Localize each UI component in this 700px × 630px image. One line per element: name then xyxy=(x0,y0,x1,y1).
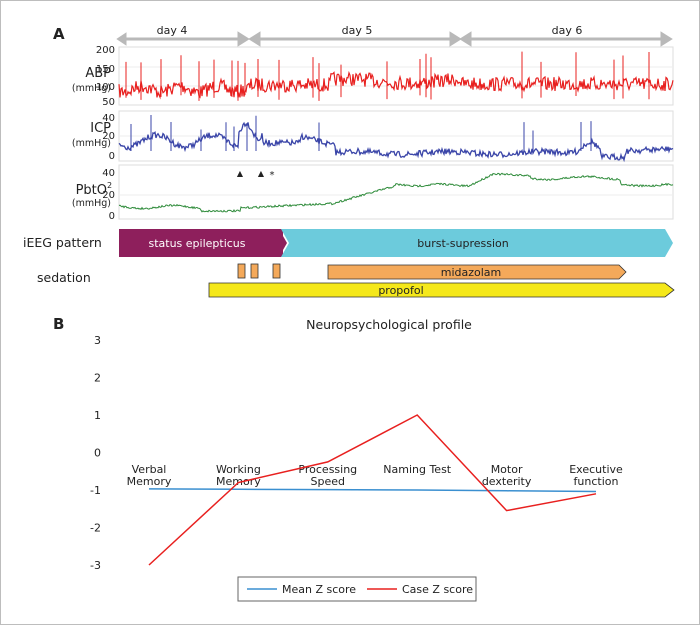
ieeg-burst-suppression-label: burst-supression xyxy=(417,237,508,250)
pbto2-tick: 20 xyxy=(102,190,115,201)
midazolam-bar xyxy=(327,264,627,280)
x-category-label: Executive function xyxy=(569,463,623,488)
day-4-arrow-end xyxy=(237,31,250,47)
pbto2-trace xyxy=(118,172,674,213)
day-arrows xyxy=(116,31,673,47)
day-4-arrow-start xyxy=(116,32,127,46)
midazolam-bolus xyxy=(272,263,281,279)
day-5-arrow-start xyxy=(248,31,261,47)
y-tick-label: 1 xyxy=(94,409,101,422)
x-category-label: Verbal Memory xyxy=(127,463,172,488)
icp-tick: 40 xyxy=(102,113,115,124)
abp-tick: 200 xyxy=(96,45,115,56)
ieeg-status-epilepticus-tip xyxy=(279,229,287,257)
day-6-arrow-end xyxy=(660,31,673,47)
case-z-score-line xyxy=(148,414,597,566)
neuro-profile-chart: 3 2 1 0 -1 -2 -3 Verbal Memory Working Memory Proc… xyxy=(90,334,623,572)
abp-spikes xyxy=(125,51,650,101)
propofol-bar xyxy=(208,282,675,298)
x-category-label: Processing Speed xyxy=(298,463,357,488)
x-category-label: Motor dexterity xyxy=(482,463,532,488)
abp-label: ABP xyxy=(85,66,111,81)
abp-unit: (mmHg) xyxy=(72,83,111,94)
sedation-row: sedation midazolam propofol xyxy=(37,263,675,298)
y-axis-ticks: 3 2 1 0 -1 -2 -3 xyxy=(90,334,101,572)
abp-tick: 150 xyxy=(96,64,115,75)
icp-panel: ICP (mmHg) 40 20 0 xyxy=(72,110,674,163)
day-6-arrow-start xyxy=(459,31,472,47)
x-category-label: Working Memory xyxy=(216,463,261,488)
abp-plot-frame xyxy=(118,46,674,106)
ieeg-row: iEEG pattern status epilepticus burst-su… xyxy=(23,229,673,257)
y-tick-label: 3 xyxy=(94,334,101,347)
pbto2-tick: 40 xyxy=(102,168,115,179)
ieeg-status-epilepticus-label: status epilepticus xyxy=(148,237,245,250)
y-tick-label: 2 xyxy=(94,372,101,385)
abp-trace xyxy=(118,70,674,100)
legend-mean-label: Mean Z score xyxy=(282,583,356,596)
abp-tick: 100 xyxy=(96,82,115,93)
midazolam-bolus xyxy=(237,263,246,279)
ieeg-status-epilepticus-bar xyxy=(119,229,283,257)
event-marker-triangle: ▲ xyxy=(237,169,244,178)
panel-a-label: A xyxy=(53,25,65,43)
abp-tick: 50 xyxy=(102,97,115,108)
y-tick-label: -3 xyxy=(90,559,101,572)
day-label-5: day 5 xyxy=(342,24,373,37)
y-tick-label: -1 xyxy=(90,484,101,497)
mean-z-score-line xyxy=(148,488,597,493)
pbto2-tick: 0 xyxy=(109,211,115,222)
icp-label: ICP xyxy=(90,121,111,136)
day-5-arrow-end xyxy=(449,31,462,47)
legend-case-label: Case Z score xyxy=(402,583,473,596)
x-axis-categories: Verbal Memory Working Memory Processing Speed… xyxy=(127,463,623,488)
legend-box xyxy=(237,576,477,602)
day-label-6: day 6 xyxy=(552,24,583,37)
propofol-label: propofol xyxy=(378,284,423,297)
pbto2-label: PbtO xyxy=(76,183,107,198)
series-lines xyxy=(148,414,597,566)
icp-tick: 0 xyxy=(109,151,115,162)
event-marker-triangle: ▲ xyxy=(258,169,265,178)
abp-panel: ABP (mmHg) 200 150 100 50 xyxy=(72,45,674,108)
pbto2-unit: (mmHg) xyxy=(72,198,111,209)
ieeg-label: iEEG pattern xyxy=(23,235,102,250)
ieeg-burst-suppression-bar xyxy=(281,229,673,257)
x-category-label: Naming Test xyxy=(383,463,452,476)
y-tick-label: -2 xyxy=(90,522,101,535)
chart-title: Neuropsychological profile xyxy=(306,317,472,332)
day-axis: day 4 day 5 day 6 xyxy=(116,24,673,47)
pbto2-subscript: 2 xyxy=(107,181,112,190)
pbto2-panel: PbtO 2 (mmHg) 40 20 0 ▲ ▲ * xyxy=(72,164,674,222)
y-tick-label: 0 xyxy=(94,447,101,460)
panel-b-label: B xyxy=(53,315,64,333)
icp-tick: 20 xyxy=(102,131,115,142)
sedation-label: sedation xyxy=(37,270,91,285)
midazolam-bolus xyxy=(250,263,259,279)
midazolam-label: midazolam xyxy=(441,266,502,279)
icp-unit: (mmHg) xyxy=(72,138,111,149)
event-marker-asterisk: * xyxy=(270,170,275,181)
icp-spikes xyxy=(130,115,592,151)
pbto2-plot-frame xyxy=(118,164,674,220)
day-label-4: day 4 xyxy=(157,24,188,37)
legend: Mean Z score Case Z score xyxy=(237,576,477,602)
